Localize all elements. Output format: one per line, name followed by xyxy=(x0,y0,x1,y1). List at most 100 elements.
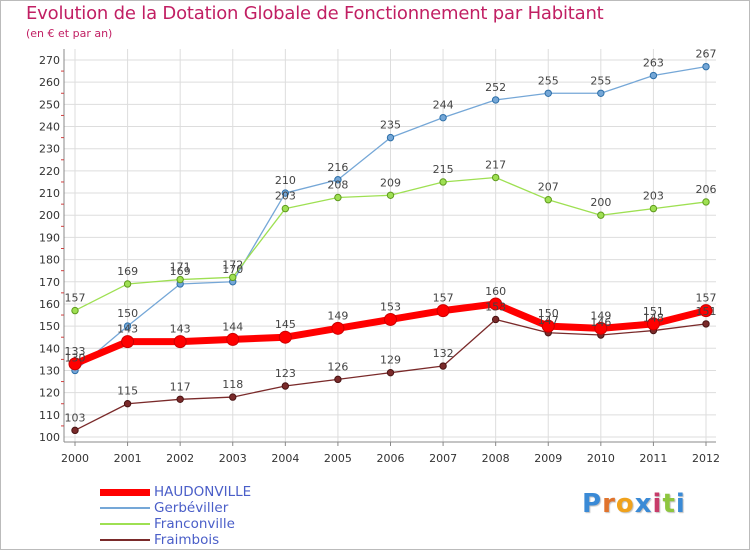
x-tick-label: 2000 xyxy=(61,452,89,465)
point-franconville xyxy=(544,196,552,204)
point-haudonville xyxy=(594,321,608,335)
legend-label: HAUDONVILLE xyxy=(154,484,252,500)
x-tick-label: 2003 xyxy=(219,452,247,465)
data-label-gerb-viller: 169 xyxy=(170,265,191,278)
point-haudonville xyxy=(331,321,345,335)
x-tick-label: 2006 xyxy=(377,452,405,465)
y-tick-label: 240 xyxy=(39,121,60,134)
x-tick-label: 2007 xyxy=(429,452,457,465)
logo-letter: i xyxy=(675,489,686,519)
data-label-fraimbois: 151 xyxy=(696,305,717,318)
y-tick-label: 250 xyxy=(39,98,60,111)
y-tick-label: 220 xyxy=(39,165,60,178)
chart-title: Evolution de la Dotation Globale de Fonc… xyxy=(26,3,604,24)
point-fraimbois xyxy=(71,426,79,435)
x-tick-label: 2004 xyxy=(271,452,299,465)
x-tick-label: 2012 xyxy=(692,452,720,465)
y-tick-label: 160 xyxy=(39,298,60,311)
data-label-fraimbois: 117 xyxy=(170,380,191,393)
y-tick-label: 120 xyxy=(39,387,60,400)
point-gerb-viller xyxy=(544,89,552,97)
point-franconville xyxy=(71,306,79,315)
point-franconville xyxy=(597,211,605,219)
legend-label: Gerbéviller xyxy=(154,500,229,516)
legend-swatch xyxy=(100,523,150,525)
data-label-gerb-viller: 267 xyxy=(696,48,717,61)
data-label-haudonville: 157 xyxy=(696,292,717,305)
x-tick-label: 2002 xyxy=(166,452,194,465)
point-gerb-viller xyxy=(439,113,447,122)
logo-letter: r xyxy=(602,489,616,519)
data-label-haudonville: 151 xyxy=(643,305,664,318)
data-label-franconville: 172 xyxy=(222,258,243,271)
data-label-franconville: 171 xyxy=(170,261,191,274)
y-tick-label: 180 xyxy=(39,254,60,267)
data-label-gerb-viller: 210 xyxy=(275,174,296,187)
y-tick-label: 170 xyxy=(39,276,60,289)
data-label-franconville: 203 xyxy=(643,190,664,203)
point-fraimbois xyxy=(123,400,132,408)
data-label-fraimbois: 103 xyxy=(65,411,86,424)
point-franconville xyxy=(123,280,132,288)
point-gerb-viller xyxy=(597,89,605,97)
data-label-haudonville: 144 xyxy=(222,320,243,333)
point-fraimbois xyxy=(491,315,500,324)
y-tick-label: 270 xyxy=(39,54,60,67)
data-label-gerb-viller: 130 xyxy=(65,351,86,364)
data-label-franconville: 208 xyxy=(327,178,348,191)
data-label-franconville: 206 xyxy=(696,183,717,196)
logo-letter: i xyxy=(652,489,663,519)
point-fraimbois xyxy=(439,362,447,370)
data-label-fraimbois: 129 xyxy=(380,354,401,367)
data-label-gerb-viller: 255 xyxy=(538,74,559,87)
data-label-gerb-viller: 263 xyxy=(643,57,664,70)
data-label-gerb-viller: 235 xyxy=(380,119,401,132)
data-label-franconville: 209 xyxy=(380,176,401,189)
point-franconville xyxy=(491,173,500,182)
y-tick-label: 200 xyxy=(39,209,60,222)
point-gerb-viller xyxy=(334,176,342,184)
legend-label: Fraimbois xyxy=(154,532,220,548)
x-tick-label: 2001 xyxy=(114,452,142,465)
y-tick-label: 140 xyxy=(39,342,60,355)
x-tick-label: 2011 xyxy=(639,452,667,465)
point-haudonville xyxy=(121,335,135,349)
x-tick-label: 2008 xyxy=(482,452,510,465)
logo-letter: o xyxy=(615,489,635,519)
point-fraimbois xyxy=(386,368,395,377)
data-label-fraimbois: 153 xyxy=(485,300,506,313)
data-label-franconville: 203 xyxy=(275,190,296,203)
point-haudonville xyxy=(226,332,240,346)
data-label-haudonville: 143 xyxy=(170,323,191,336)
data-label-haudonville: 145 xyxy=(275,318,296,331)
point-fraimbois xyxy=(334,375,342,384)
data-label-franconville: 157 xyxy=(65,292,86,305)
point-haudonville xyxy=(68,357,82,371)
point-franconville xyxy=(229,273,237,282)
point-franconville xyxy=(702,198,710,206)
y-tick-label: 150 xyxy=(39,320,60,333)
point-fraimbois xyxy=(176,395,184,403)
data-label-haudonville: 149 xyxy=(327,309,348,322)
point-franconville xyxy=(281,204,290,213)
y-tick-label: 100 xyxy=(39,431,60,444)
point-haudonville xyxy=(436,304,450,318)
logo-letter: P xyxy=(582,489,603,519)
point-gerb-viller xyxy=(702,62,710,71)
data-label-franconville: 215 xyxy=(433,163,454,176)
point-haudonville xyxy=(489,297,503,311)
point-haudonville xyxy=(173,335,187,349)
data-label-haudonville: 153 xyxy=(380,300,401,313)
logo-letter: t xyxy=(662,489,676,519)
data-label-haudonville: 133 xyxy=(65,345,86,358)
point-fraimbois xyxy=(702,320,710,328)
point-gerb-viller xyxy=(281,189,290,197)
data-label-fraimbois: 115 xyxy=(117,385,138,398)
data-label-fraimbois: 126 xyxy=(327,360,348,373)
point-gerb-viller xyxy=(386,133,395,142)
point-gerb-viller xyxy=(123,322,132,330)
legend-swatch xyxy=(100,539,150,541)
data-label-gerb-viller: 216 xyxy=(327,161,348,174)
